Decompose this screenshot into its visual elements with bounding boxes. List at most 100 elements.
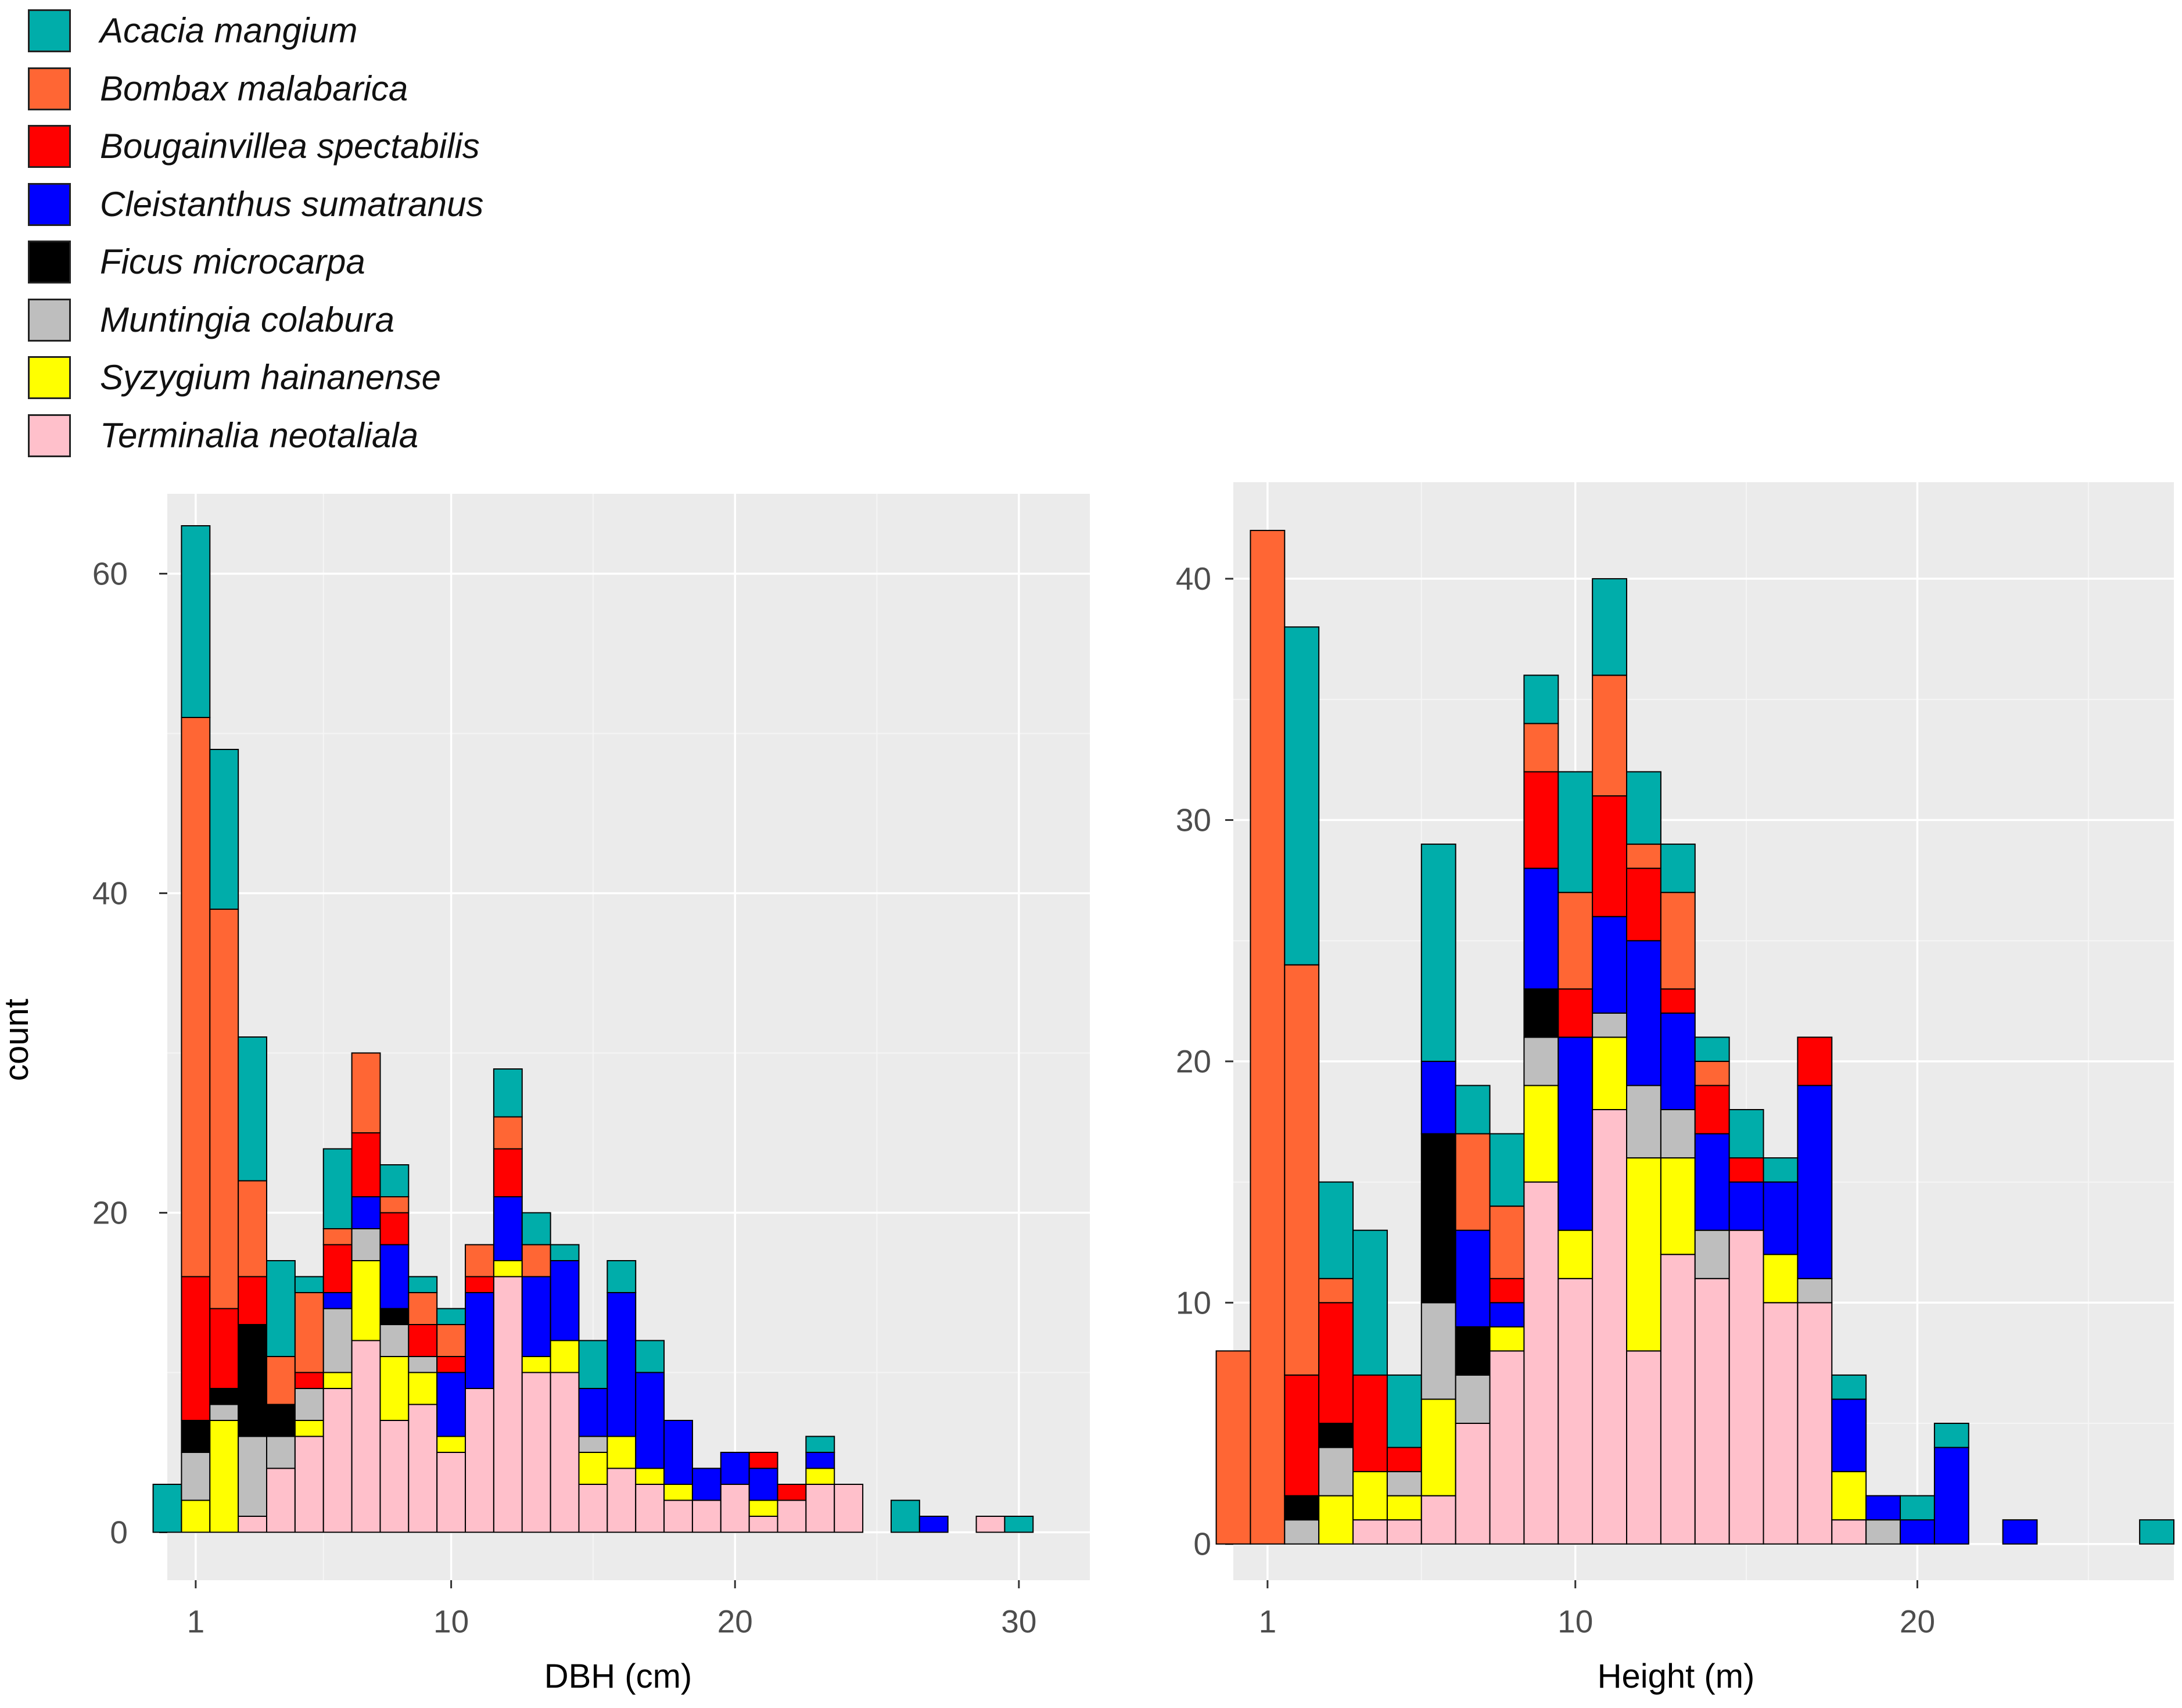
- bar-segment: [1694, 1060, 1730, 1086]
- bar-segment: [1523, 988, 1559, 1038]
- bar-segment: [1797, 1278, 1833, 1304]
- legend-swatch: [28, 241, 71, 284]
- bar-segment: [578, 1452, 608, 1485]
- bar-segment: [1694, 1036, 1730, 1062]
- bar-segment: [294, 1420, 324, 1437]
- bar-segment: [550, 1260, 580, 1341]
- bar-segment: [720, 1452, 750, 1485]
- bar-segment: [1933, 1423, 1969, 1448]
- y-tick-label: 30: [1176, 802, 1211, 838]
- bar-segment: [1865, 1519, 1901, 1545]
- y-tick-label: 20: [1176, 1043, 1211, 1079]
- chart-panel-2: 1 10 20 0 10 20 30 40 Height (m): [1176, 482, 2174, 1695]
- legend-swatch: [28, 414, 71, 457]
- x-tick-label: 20: [717, 1603, 753, 1639]
- bar-segment: [1455, 1229, 1491, 1327]
- bar-segment: [1386, 1519, 1422, 1545]
- bar-segment: [1318, 1447, 1354, 1497]
- y-tick-label: 20: [92, 1195, 128, 1231]
- bar-segment: [209, 1388, 239, 1405]
- bar-segment: [408, 1356, 438, 1373]
- bar-segment: [408, 1324, 438, 1357]
- bar-segment: [1592, 578, 1628, 676]
- bar-segment: [720, 1484, 750, 1533]
- bar-segment: [436, 1308, 466, 1325]
- bar-segment: [975, 1516, 1006, 1533]
- legend-swatch: [28, 298, 71, 342]
- bar-segment: [578, 1484, 608, 1533]
- bar-segment: [266, 1436, 296, 1469]
- bar-segment: [1420, 1398, 1456, 1497]
- bar-segment: [1831, 1374, 1867, 1400]
- bar-segment: [1592, 916, 1628, 1014]
- bar-segment: [1284, 626, 1320, 966]
- bar-segment: [294, 1276, 324, 1293]
- bar-segment: [635, 1372, 665, 1469]
- bar-segment: [379, 1356, 410, 1421]
- bar-segment: [748, 1516, 778, 1533]
- bar-segment: [181, 1499, 211, 1533]
- bar-segment: [1284, 1519, 1320, 1545]
- bar-segment: [1626, 1350, 1661, 1545]
- bar-segment: [1420, 1133, 1456, 1304]
- bar-segment: [1523, 771, 1559, 869]
- bar-segment: [1694, 1133, 1730, 1231]
- bar-segment: [1284, 1374, 1320, 1497]
- bar-segment: [1318, 1278, 1354, 1304]
- bar-segment: [408, 1404, 438, 1533]
- y-tick-label: 40: [92, 875, 128, 912]
- bar-segment: [550, 1340, 580, 1373]
- bar-segment: [550, 1244, 580, 1261]
- bar-segment: [1728, 1109, 1764, 1159]
- bar-segment: [663, 1499, 693, 1533]
- bar-segment: [1557, 988, 1594, 1038]
- bar-segment: [1728, 1229, 1764, 1545]
- bar-segment: [1523, 674, 1559, 724]
- bar-segment: [322, 1244, 353, 1293]
- bar-segment: [493, 1116, 523, 1150]
- y-tick-label: 10: [1176, 1284, 1211, 1321]
- bar-segment: [351, 1340, 381, 1533]
- bar-segment: [379, 1308, 410, 1325]
- bar-segment: [1523, 1085, 1559, 1183]
- bar-segment: [1420, 1060, 1456, 1135]
- legend-label: Cleistanthus sumatranus: [100, 184, 484, 224]
- bar-segment: [408, 1292, 438, 1325]
- bar-segment: [1592, 795, 1628, 917]
- bar-segment: [436, 1356, 466, 1373]
- bar-segment: [209, 1420, 239, 1533]
- x-tick-label: 1: [187, 1603, 205, 1639]
- bar-segment: [2002, 1519, 2038, 1545]
- bar-segment: [1694, 1278, 1730, 1545]
- bar-segment: [436, 1324, 466, 1357]
- bar-segment: [777, 1499, 807, 1533]
- bar-segment: [635, 1467, 665, 1485]
- legend-swatch: [28, 182, 71, 226]
- bar-segment: [1557, 1229, 1594, 1279]
- legend-label: Muntingia colabura: [100, 300, 394, 339]
- bar-segment: [606, 1260, 637, 1293]
- bar-segment: [635, 1484, 665, 1533]
- bar-segment: [521, 1356, 551, 1373]
- bar-segment: [465, 1244, 494, 1278]
- bar-segment: [691, 1467, 722, 1501]
- bar-segment: [181, 717, 211, 1278]
- bar-segment: [1523, 1181, 1559, 1545]
- bar-segment: [1523, 867, 1559, 990]
- bar-segment: [408, 1372, 438, 1405]
- bar-segment: [1660, 988, 1696, 1014]
- bar-segment: [322, 1388, 353, 1533]
- bar-segment: [379, 1212, 410, 1246]
- bar-segment: [1455, 1133, 1491, 1231]
- bar-segment: [748, 1452, 778, 1469]
- bar-segment: [1626, 1085, 1661, 1159]
- bar-segment: [1797, 1085, 1833, 1279]
- bar-segment: [238, 1436, 268, 1517]
- bar-segment: [379, 1196, 410, 1214]
- bar-segment: [1557, 771, 1594, 894]
- bar-segment: [322, 1228, 353, 1246]
- bar-segment: [181, 525, 211, 718]
- bar-segment: [1455, 1423, 1491, 1545]
- bar-segment: [1592, 1109, 1628, 1545]
